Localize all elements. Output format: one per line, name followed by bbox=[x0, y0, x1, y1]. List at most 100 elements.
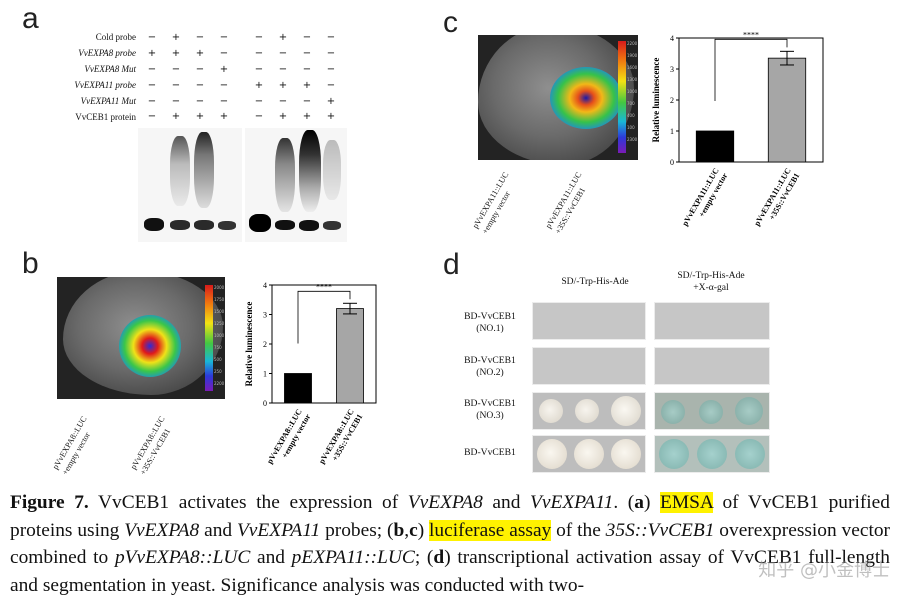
emsa-grid-row: − − − − bbox=[140, 78, 236, 94]
emsa-row-labels: Cold probe VvEXPA8 probe VvEXPA8 Mut VvEXPA… bbox=[30, 30, 136, 125]
colorbar-tick-label: 1500 bbox=[214, 309, 225, 314]
yeast-colony bbox=[539, 399, 563, 423]
emsa-grid-symbol: − bbox=[326, 47, 336, 59]
yeast-colony bbox=[659, 439, 689, 469]
emsa-grid-symbol: − bbox=[147, 63, 157, 75]
yeast-colony bbox=[537, 439, 567, 469]
emsa-grid-row: − − − + bbox=[247, 94, 343, 110]
gel-band bbox=[218, 221, 236, 230]
emsa-grid-symbol: − bbox=[195, 63, 205, 75]
gel-band bbox=[194, 220, 214, 230]
emsa-grid-symbol: + bbox=[302, 79, 312, 91]
gel-shift bbox=[323, 140, 341, 200]
bar bbox=[336, 308, 364, 404]
emsa-grid-symbol: − bbox=[147, 95, 157, 107]
yeast-colony bbox=[661, 400, 685, 424]
emsa-grid-symbol: − bbox=[147, 79, 157, 91]
emsa-grid-symbol: − bbox=[147, 32, 157, 43]
colorbar-tick-label: 1300 bbox=[627, 77, 638, 82]
significance-label: **** bbox=[743, 30, 759, 39]
caption-segment: and bbox=[482, 492, 531, 513]
emsa-grid-symbol: − bbox=[302, 63, 312, 75]
emsa-grid-symbol: − bbox=[302, 32, 312, 43]
emsa-grid-symbol: − bbox=[326, 63, 336, 75]
emsa-grid-symbol: + bbox=[302, 111, 312, 123]
colorbar-tick-label: 1250 bbox=[214, 321, 225, 326]
emsa-grid-symbol: + bbox=[171, 111, 181, 123]
emsa-grid-row: + + + − bbox=[247, 78, 343, 94]
emsa-grid-symbol: − bbox=[147, 111, 157, 123]
caption-segment: VvEXPA11 bbox=[236, 519, 321, 541]
emsa-grid-symbol: − bbox=[219, 47, 229, 59]
significance-label: **** bbox=[316, 282, 332, 291]
significance-bracket bbox=[714, 38, 788, 101]
emsa-grid-symbol: + bbox=[326, 95, 336, 107]
colorbar bbox=[205, 285, 213, 391]
emsa-row-label: VvCEB1 protein bbox=[75, 111, 136, 122]
caption-segment: of the bbox=[551, 519, 606, 541]
emsa-grid-symbol: + bbox=[254, 79, 264, 91]
caption-segment: ; ( bbox=[414, 547, 434, 568]
caption-segment: of VvCEB1 purified proteins using bbox=[10, 492, 890, 541]
caption-text: VvCEB1 activates the expression of VvEXP… bbox=[10, 492, 890, 596]
emsa-grid-symbol: − bbox=[302, 95, 312, 107]
emsa-grid-right: − + − − − − − − − − − − + + + − − − − + − + + + bbox=[247, 30, 343, 125]
yeast-colony bbox=[611, 439, 641, 469]
emsa-grid-symbol: − bbox=[195, 79, 205, 91]
emsa-grid-symbol: − bbox=[219, 95, 229, 107]
caption-segment: a bbox=[634, 492, 644, 513]
emsa-grid-symbol: − bbox=[278, 95, 288, 107]
y-tick-label: 4 bbox=[263, 281, 267, 290]
yeast-colony bbox=[575, 399, 599, 423]
emsa-grid-row: − + + + bbox=[247, 109, 343, 125]
gel-band bbox=[249, 214, 271, 232]
yeast-row-label: BD-VvCEB1 (NO.2) bbox=[464, 355, 516, 378]
yeast-plate bbox=[654, 302, 770, 340]
y-tick-label: 2 bbox=[670, 96, 674, 105]
caption-segment: VvEXPA8 bbox=[124, 519, 200, 541]
figure-caption: Figure 7. VvCEB1 activates the expressio… bbox=[10, 489, 890, 599]
colorbar-tick-label: 2300 bbox=[627, 137, 638, 142]
y-tick-label: 1 bbox=[670, 127, 674, 136]
colorbar-ticks: 2000 1750 1500 1250 1000 750 500 250 2200 bbox=[214, 283, 224, 391]
y-tick-label: 1 bbox=[263, 370, 267, 379]
y-tick-label: 3 bbox=[263, 311, 267, 320]
y-tick-label: 2 bbox=[263, 340, 267, 349]
emsa-grid-symbol: + bbox=[278, 32, 288, 43]
emsa-grid-symbol: − bbox=[171, 63, 181, 75]
caption-segment: VvCEB1 activates the expression of bbox=[88, 492, 408, 513]
caption-segment: pVvEXPA8::LUC bbox=[114, 547, 251, 568]
emsa-grid-symbol: − bbox=[254, 47, 264, 59]
yeast-plate bbox=[654, 435, 770, 473]
emsa-grid-row: − − − − bbox=[140, 94, 236, 110]
yeast-col-header-2: SD/-Trp-His-Ade +X-α-gal bbox=[677, 270, 745, 293]
bar bbox=[284, 373, 312, 404]
caption-segment: ) bbox=[643, 492, 661, 513]
emsa-grid-row: − − − + bbox=[140, 62, 236, 78]
caption-segment: ) bbox=[417, 519, 430, 541]
caption-segment: and bbox=[199, 519, 237, 541]
caption-segment: and bbox=[250, 547, 292, 568]
caption-segment: probes; ( bbox=[320, 519, 394, 541]
emsa-grid-symbol: − bbox=[171, 95, 181, 107]
emsa-grid-symbol: − bbox=[278, 63, 288, 75]
colorbar-tick-label: 1600 bbox=[627, 65, 638, 70]
leaf-label-c2: pVvEXPA11::LUC +35S::VvCEB1 bbox=[543, 170, 588, 236]
emsa-grid-symbol: − bbox=[254, 32, 264, 43]
leaf-label-b1: pVvEXPA8::LUC +empty vector bbox=[50, 414, 92, 477]
luminescence-hotspot bbox=[119, 315, 181, 377]
gel-band bbox=[170, 220, 190, 230]
emsa-row-label: VvEXPA11 Mut bbox=[80, 95, 136, 106]
yeast-colony bbox=[574, 439, 604, 469]
yeast-plate bbox=[532, 302, 646, 340]
colorbar bbox=[618, 41, 626, 153]
colorbar-tick-label: 2200 bbox=[214, 381, 225, 386]
emsa-grid-symbol: − bbox=[195, 32, 205, 43]
luciferase-leaf-image-c: 2200 1900 1600 1300 1000 700 400 100 2300 bbox=[478, 35, 638, 160]
panel-c-letter: c bbox=[443, 6, 458, 39]
emsa-grid-symbol: − bbox=[302, 47, 312, 59]
yeast-plate bbox=[654, 392, 770, 430]
emsa-grid-symbol: − bbox=[326, 79, 336, 91]
colorbar-tick-label: 1000 bbox=[214, 333, 225, 338]
y-axis-label: Relative luminescence bbox=[651, 58, 661, 143]
